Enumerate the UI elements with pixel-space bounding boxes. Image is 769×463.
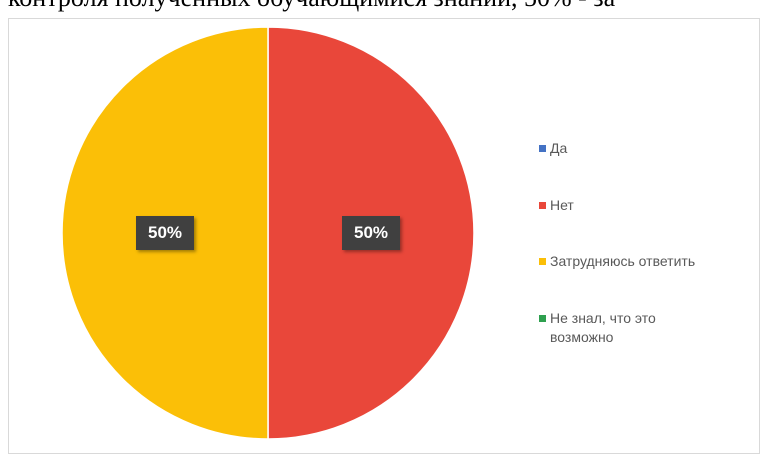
legend-label: Да <box>550 139 567 158</box>
legend-label: Затрудняюсь ответить <box>550 252 695 271</box>
legend-item-1: Да <box>539 139 759 158</box>
legend-swatch <box>539 258 546 265</box>
preceding-document-text: контроля полученных обучающимися знаний,… <box>8 0 769 18</box>
legend-label: Не знал, что это возможно <box>550 309 656 347</box>
legend-item-4: Не знал, что это возможно <box>539 309 759 347</box>
legend-swatch <box>539 145 546 152</box>
legend-label: Нет <box>550 196 574 215</box>
legend-swatch <box>539 315 546 322</box>
legend-item-3: Затрудняюсь ответить <box>539 252 759 271</box>
data-label-slice-3: 50% <box>136 216 194 250</box>
legend-swatch <box>539 202 546 209</box>
data-label-slice-2: 50% <box>342 216 400 250</box>
chart-area: 50% 50% Да Нет Затрудняюсь ответить Не знал,… <box>8 18 760 454</box>
legend-item-2: Нет <box>539 196 759 215</box>
